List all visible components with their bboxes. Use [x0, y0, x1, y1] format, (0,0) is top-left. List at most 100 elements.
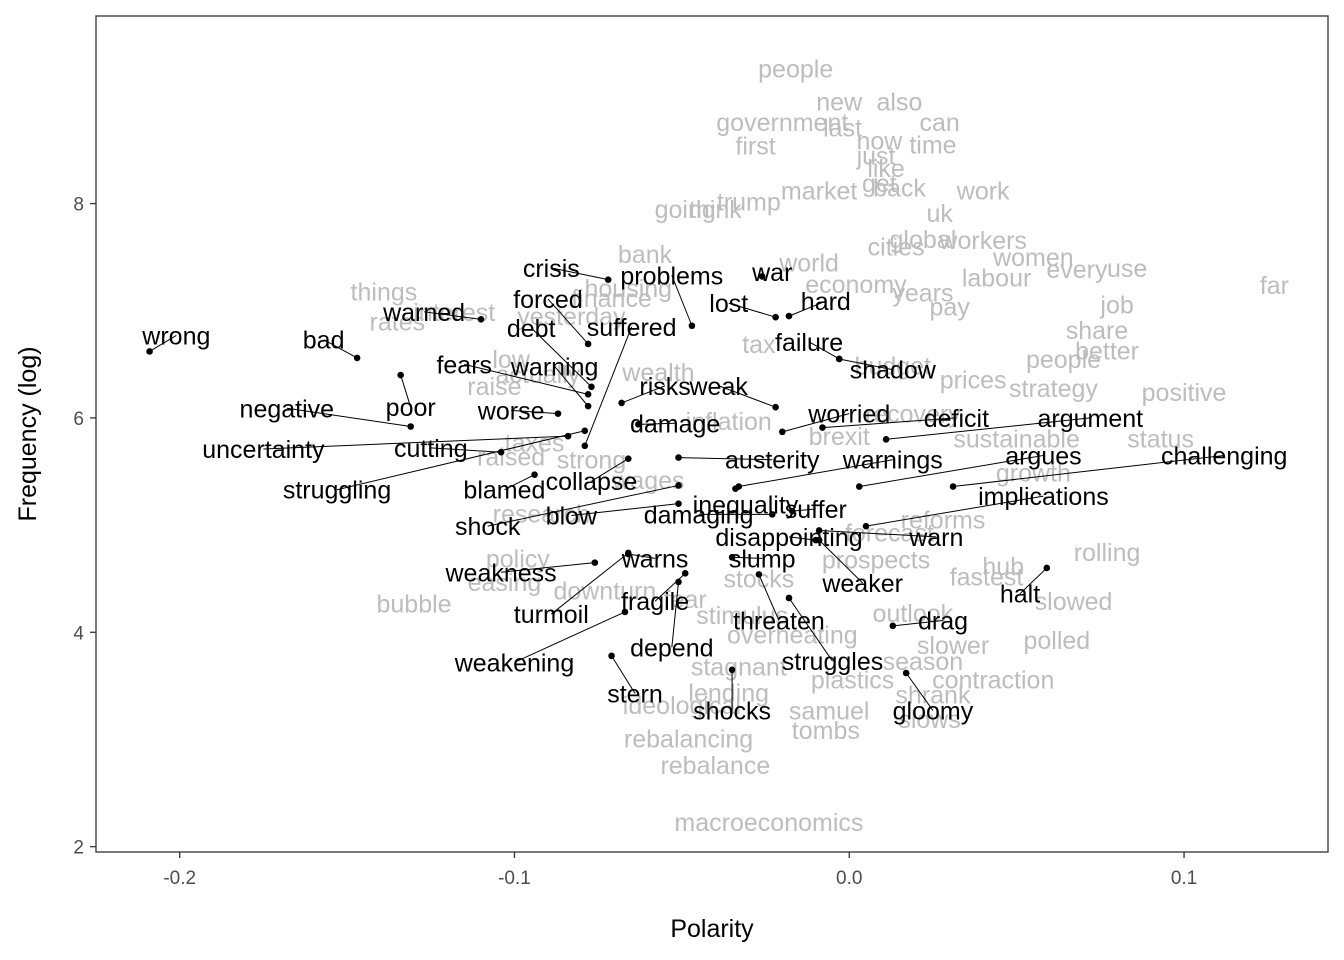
- background-word: tombs: [792, 717, 860, 745]
- highlighted-word: struggles: [782, 648, 883, 676]
- highlighted-points: [146, 273, 1051, 677]
- background-word: raise: [467, 373, 521, 401]
- background-word: back: [873, 174, 926, 202]
- label-connectors: [149, 267, 1225, 711]
- highlighted-word: bad: [303, 327, 345, 355]
- data-point: [862, 522, 870, 530]
- background-word: fastest: [950, 564, 1024, 592]
- background-word: strategy: [1009, 375, 1098, 403]
- highlighted-word: warned: [382, 299, 465, 327]
- data-point: [608, 652, 615, 660]
- highlighted-word: warnings: [842, 447, 943, 475]
- highlighted-word: wrong: [141, 322, 210, 350]
- background-word: recovery: [865, 401, 961, 429]
- connector-line: [464, 363, 589, 395]
- data-point: [949, 483, 957, 490]
- background-word: rates: [370, 308, 426, 336]
- data-point: [625, 455, 632, 462]
- highlighted-word: slump: [729, 545, 796, 573]
- background-word: polled: [1023, 627, 1090, 655]
- highlighted-word: uncertainty: [202, 436, 325, 464]
- data-point: [856, 483, 863, 490]
- background-word: things: [351, 278, 418, 306]
- highlighted-word: warning: [510, 353, 599, 381]
- highlighted-word: blow: [546, 502, 598, 530]
- background-word: stagnant: [691, 654, 787, 682]
- connector-line: [782, 413, 850, 433]
- highlighted-word: disappointing: [715, 524, 862, 552]
- background-word: overheating: [727, 621, 858, 649]
- background-word: cities: [868, 233, 925, 261]
- background-word: season: [883, 648, 964, 676]
- connector-line: [591, 458, 629, 482]
- data-point: [618, 399, 625, 407]
- background-word: going: [655, 196, 716, 224]
- data-point: [902, 669, 910, 677]
- background-word: brexit: [809, 423, 870, 451]
- background-word: budget: [855, 352, 932, 380]
- connector-line: [718, 385, 776, 408]
- data-point: [889, 622, 897, 630]
- data-point: [146, 348, 153, 355]
- highlighted-word: weakening: [454, 649, 575, 677]
- connector-line: [678, 457, 773, 461]
- x-tick-label: 0.1: [1171, 868, 1197, 889]
- background-word: people: [758, 56, 833, 84]
- highlighted-word: shadow: [850, 357, 937, 385]
- data-point: [564, 432, 572, 440]
- connector-line: [628, 553, 656, 559]
- background-word: rebalancing: [624, 725, 753, 753]
- highlighted-word: forced: [513, 286, 582, 314]
- highlighted-word: crisis: [523, 255, 580, 283]
- connector-line: [551, 267, 609, 281]
- connector-line: [424, 311, 482, 320]
- background-word: market: [781, 178, 857, 206]
- y-tick-label: 2: [73, 838, 84, 859]
- background-word: get: [862, 170, 897, 198]
- highlighted-word: inequality: [693, 492, 799, 520]
- highlighted-word: challenging: [1161, 442, 1288, 470]
- data-point: [755, 571, 763, 578]
- data-point: [728, 553, 736, 561]
- background-word: years: [892, 280, 953, 308]
- connector-line: [671, 581, 680, 648]
- connector-line: [571, 503, 679, 516]
- data-point: [882, 436, 890, 443]
- data-point: [779, 428, 786, 436]
- highlighted-word: weak: [689, 373, 749, 401]
- background-word: macroeconomics: [674, 809, 863, 837]
- panel-border: [95, 15, 1329, 853]
- highlighted-word: suffer: [785, 496, 847, 524]
- connector-line: [514, 611, 626, 663]
- background-word: just: [856, 142, 896, 170]
- data-point: [675, 454, 682, 461]
- y-axis-title: Frequency (log): [14, 346, 42, 521]
- x-tick-label: -0.1: [498, 868, 531, 889]
- highlighted-word: cutting: [394, 435, 468, 463]
- background-word: wealth: [621, 359, 694, 387]
- background-word: growth: [996, 460, 1071, 488]
- background-word: easing: [468, 569, 542, 597]
- data-point: [789, 507, 796, 515]
- highlighted-word: blamed: [463, 477, 545, 505]
- background-word: inflation: [686, 408, 772, 436]
- background-word: work: [956, 178, 1010, 206]
- background-word: time: [909, 132, 956, 160]
- data-point: [497, 448, 505, 456]
- highlighted-word: fragile: [621, 588, 689, 616]
- data-point: [584, 391, 592, 398]
- background-word: downturn: [553, 577, 656, 605]
- background-word: also: [877, 89, 923, 117]
- connector-line: [554, 366, 589, 407]
- data-point: [675, 482, 682, 489]
- background-word: world: [778, 250, 839, 278]
- connector-line: [400, 374, 412, 408]
- connector-line: [530, 327, 592, 388]
- background-word: low: [492, 346, 530, 374]
- background-word: uk: [926, 200, 953, 228]
- background-word: reforms: [901, 507, 986, 535]
- connector-line: [621, 385, 666, 404]
- data-point: [785, 594, 793, 602]
- highlighted-word: worse: [477, 397, 545, 425]
